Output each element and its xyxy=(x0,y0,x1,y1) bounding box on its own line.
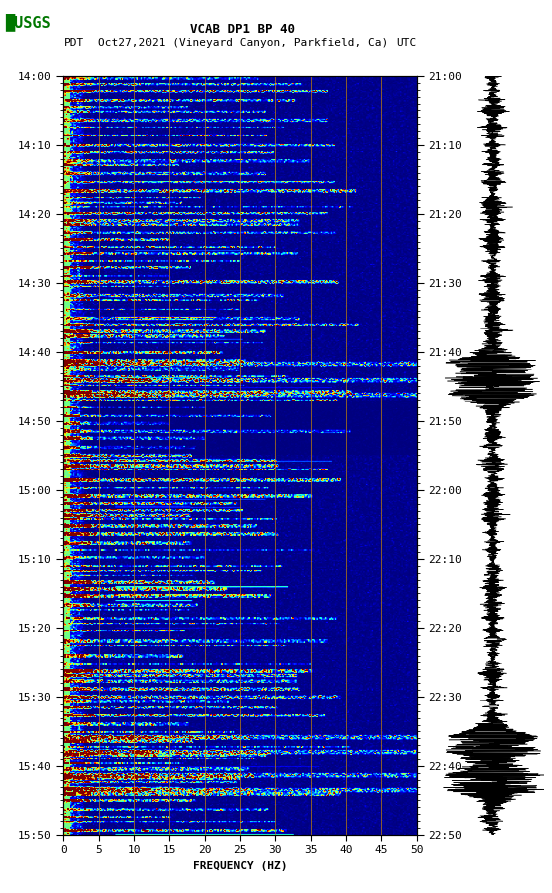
Text: PDT: PDT xyxy=(63,38,84,47)
Text: █USGS: █USGS xyxy=(6,13,51,31)
Text: Oct27,2021 (Vineyard Canyon, Parkfield, Ca): Oct27,2021 (Vineyard Canyon, Parkfield, … xyxy=(98,38,388,47)
X-axis label: FREQUENCY (HZ): FREQUENCY (HZ) xyxy=(193,861,288,871)
Text: UTC: UTC xyxy=(396,38,417,47)
Text: VCAB DP1 BP 40: VCAB DP1 BP 40 xyxy=(190,23,295,37)
